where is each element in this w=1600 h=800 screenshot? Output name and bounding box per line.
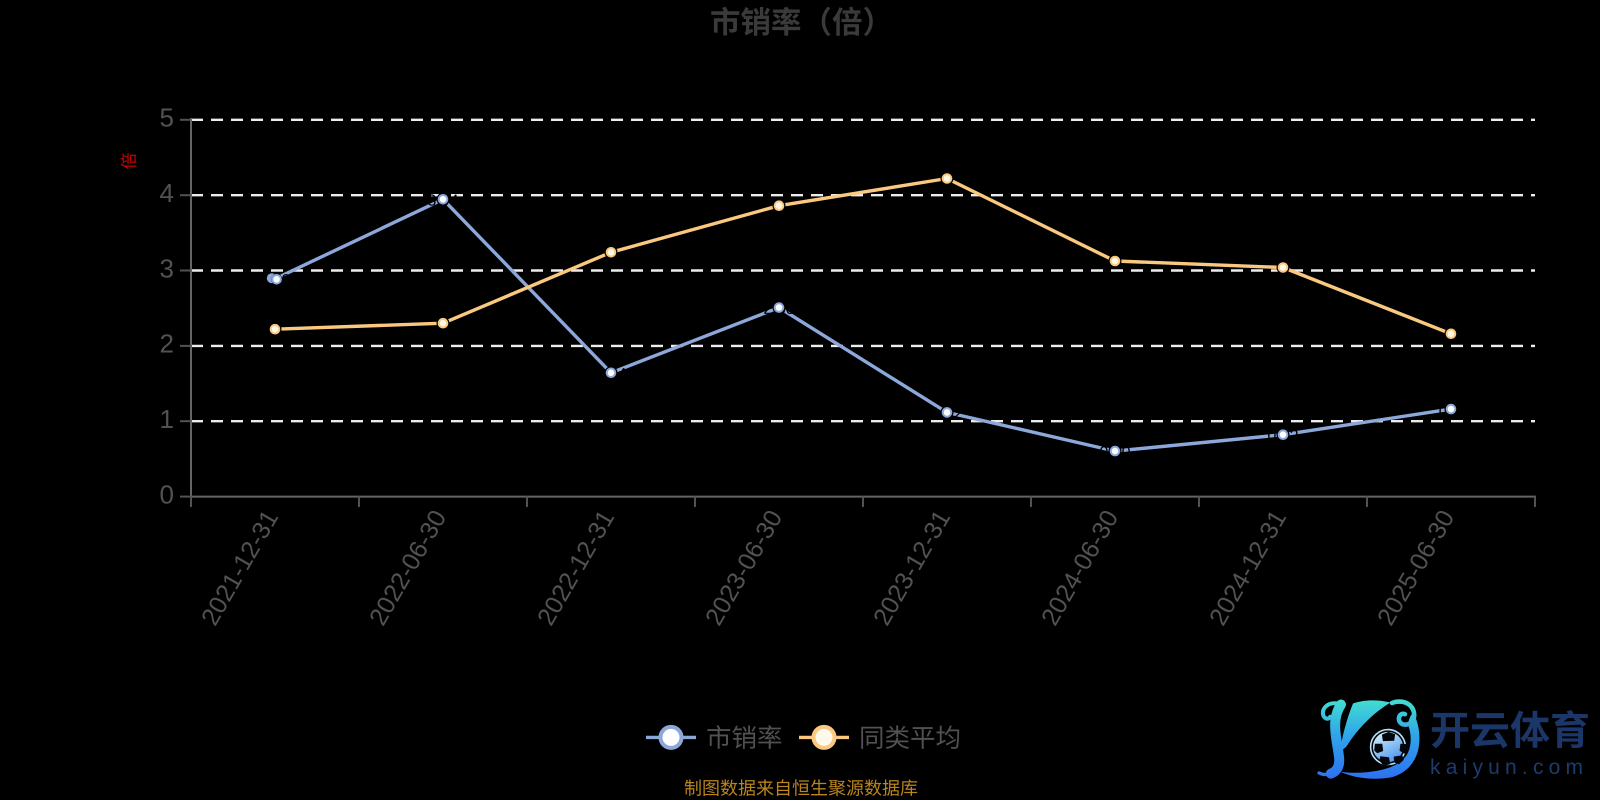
svg-text:2: 2 — [160, 329, 174, 359]
svg-text:5: 5 — [160, 103, 174, 133]
svg-text:kaiyun.com: kaiyun.com — [1430, 756, 1588, 779]
svg-text:4: 4 — [160, 178, 174, 208]
svg-text:1: 1 — [160, 404, 174, 434]
svg-text:3: 3 — [160, 253, 174, 283]
svg-text:0: 0 — [160, 479, 174, 509]
